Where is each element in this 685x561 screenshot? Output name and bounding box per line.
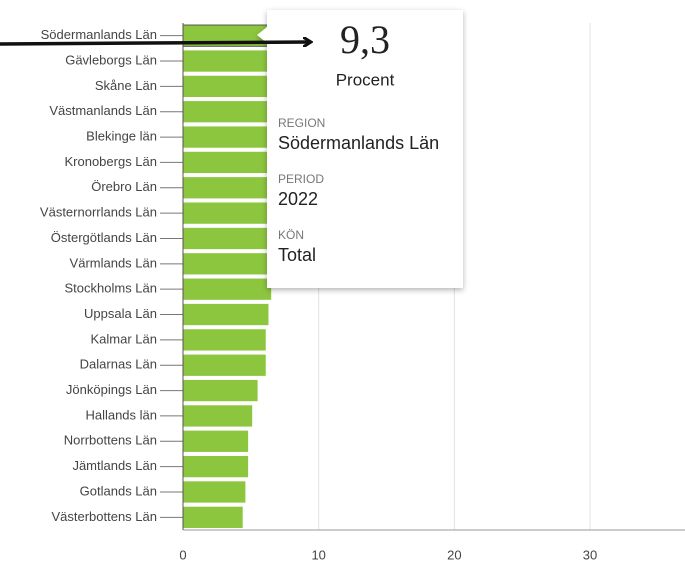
y-tick-label: Kalmar Län [91, 331, 157, 346]
y-tick-label: Västerbottens Län [51, 509, 157, 524]
bar [183, 405, 253, 427]
y-tick-label: Gävleborgs Län [65, 52, 157, 67]
bar [183, 75, 295, 98]
tooltip-box [257, 10, 463, 288]
bar [183, 354, 266, 376]
bar [183, 481, 246, 503]
tooltip-field-name: REGION [278, 116, 325, 130]
bar [183, 253, 274, 275]
y-tick-label: Uppsala Län [84, 306, 157, 321]
x-tick-label: 30 [583, 547, 597, 561]
y-tick-label: Örebro Län [91, 179, 157, 194]
bar [183, 227, 277, 250]
bar [183, 455, 249, 478]
tooltip-field-name: PERIOD [278, 172, 324, 186]
y-tick-label: Södermanlands Län [41, 27, 157, 42]
bar [183, 177, 281, 199]
tooltip-field-value: Total [278, 245, 316, 265]
tooltip-field-name: KÖN [278, 228, 304, 242]
x-tick-label: 10 [311, 547, 325, 561]
bar [183, 379, 258, 402]
tooltip-background [257, 10, 463, 288]
tooltip-field-value: 2022 [278, 189, 318, 209]
y-tick-label: Gotlands Län [80, 483, 157, 498]
bar [183, 329, 266, 351]
x-tick-label: 20 [447, 547, 461, 561]
tooltip-value: 9,3 [340, 17, 390, 62]
bar [183, 151, 284, 174]
y-tick-label: Dalarnas Län [80, 357, 157, 372]
y-tick-label: Blekinge län [86, 129, 157, 144]
y-tick-label: Jämtlands Län [72, 458, 157, 473]
y-tick-label: Västernorrlands Län [40, 205, 157, 220]
y-tick-label: Stockholms Län [65, 281, 158, 296]
y-tick-label: Kronobergs Län [64, 154, 157, 169]
bar [183, 430, 249, 452]
tooltip: 9,3 Procent REGION Södermanlands Län PERIOD 2… [257, 10, 463, 288]
bar [183, 506, 243, 528]
annotation-arrow [0, 42, 310, 44]
tooltip-unit: Procent [336, 70, 395, 89]
y-tick-label: Skåne Län [95, 78, 157, 93]
bar [183, 101, 291, 123]
x-tick-label: 0 [179, 547, 186, 561]
y-tick-label: Norrbottens Län [64, 433, 157, 448]
y-tick-label: Västmanlands Län [49, 103, 157, 118]
bar [183, 303, 269, 326]
bar [183, 278, 272, 300]
y-tick-label: Värmlands Län [70, 255, 157, 270]
y-tick-label: Östergötlands Län [51, 230, 157, 245]
tooltip-field-value: Södermanlands Län [278, 133, 439, 153]
bar [183, 202, 278, 224]
y-tick-label: Hallands län [85, 407, 157, 422]
y-tick-label: Jönköpings Län [66, 382, 157, 397]
bar [183, 126, 287, 148]
